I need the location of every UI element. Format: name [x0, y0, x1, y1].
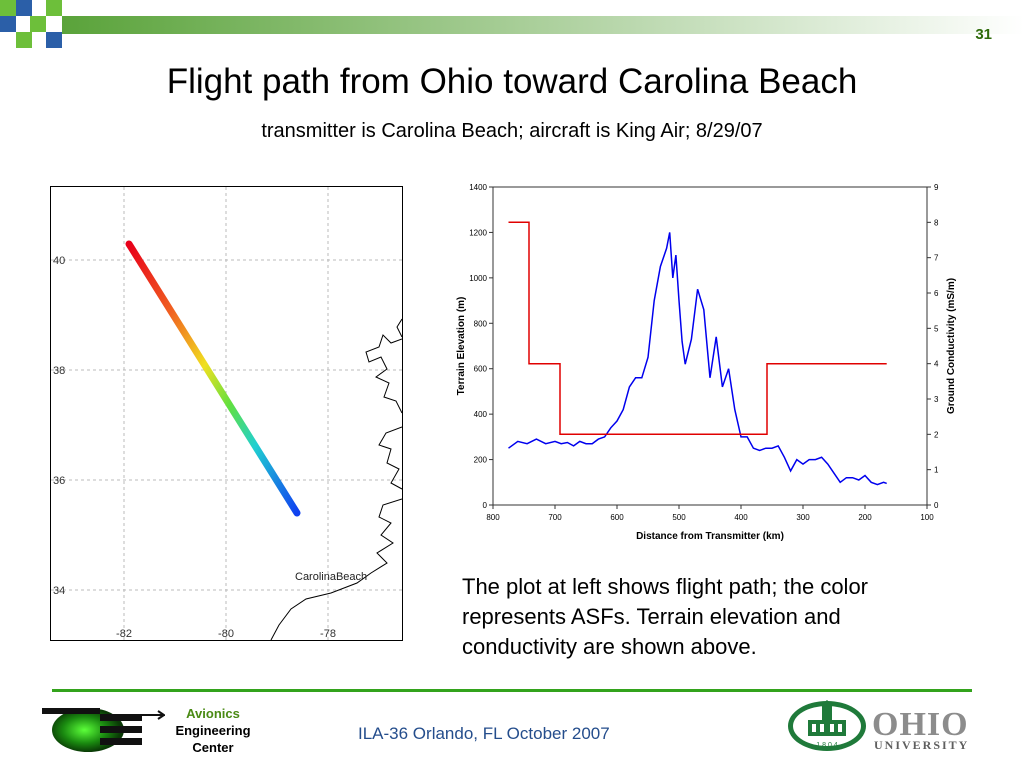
- aec-logo: [42, 708, 165, 752]
- slide-subtitle: transmitter is Carolina Beach; aircraft …: [261, 120, 763, 142]
- elevation-line: [508, 232, 887, 486]
- page-number: 31: [975, 26, 992, 43]
- flight-path-line: [125, 240, 301, 517]
- chart-canvas: 800 700 600 500 400 300 200 1000200400600800100…: [456, 183, 957, 542]
- map-lat-tick: 40: [53, 255, 65, 267]
- y2-tick-label: 6: [934, 289, 939, 298]
- y-tick-label: 1200: [469, 228, 487, 237]
- x-tick-label: 700: [548, 513, 562, 522]
- aec-line: Avionics: [186, 706, 240, 721]
- aec-line: Engineering: [175, 723, 251, 738]
- map-lon-tick: -78: [320, 628, 336, 640]
- y2-tick-label: 5: [934, 324, 939, 333]
- x-tick-label: 400: [734, 513, 748, 522]
- y2-tick-label: 7: [934, 254, 939, 263]
- y2-tick-label: 9: [934, 183, 939, 192]
- y-tick-label: 0: [483, 501, 488, 510]
- ohio-wordmark: OHIO: [872, 706, 969, 743]
- footer-divider: [52, 689, 972, 692]
- y-tick-label: 200: [474, 456, 488, 465]
- map-canvas: CarolinaBeach 40 38 36 34 -82 -80 -78: [51, 187, 402, 640]
- x-tick-label: 600: [610, 513, 624, 522]
- y-tick-label: 400: [474, 410, 488, 419]
- y2-tick-label: 2: [934, 430, 939, 439]
- seal-year: 1 8 0 4: [816, 742, 838, 749]
- y2-tick-label: 4: [934, 360, 939, 369]
- aec-name: Avionics Engineering Center: [158, 705, 268, 756]
- map-lat-tick: 38: [53, 365, 65, 377]
- y-tick-label: 1000: [469, 274, 487, 283]
- carolina-beach-label: CarolinaBeach: [295, 571, 367, 583]
- y-tick-label: 600: [474, 365, 488, 374]
- slide-title: Flight path from Ohio toward Carolina Be…: [166, 62, 858, 101]
- coastline: [270, 318, 402, 640]
- header-decoration: [0, 0, 1024, 50]
- elevation-conductivity-chart: 800 700 600 500 400 300 200 100 0 200 400 600 800 100…: [440, 180, 980, 550]
- plot-frame: [492, 186, 928, 506]
- map-lat-tick: 36: [53, 475, 65, 487]
- x-tick-label: 500: [672, 513, 686, 522]
- map-grid: [51, 187, 402, 640]
- x-tick-label: 100: [920, 513, 934, 522]
- ohio-seal-icon: 1 8 0 4: [788, 700, 866, 751]
- y2-axis-label: Ground Conductivity (mS/m): [946, 278, 957, 414]
- conductivity-line: [508, 221, 887, 436]
- y2-tick-label: 3: [934, 395, 939, 404]
- y2-tick-label: 0: [934, 501, 939, 510]
- ohio-subtitle: UNIVERSITY: [874, 738, 970, 752]
- x-tick-label: 300: [796, 513, 810, 522]
- map-lat-tick: 34: [53, 585, 65, 597]
- y-axis-label: Terrain Elevation (m): [456, 297, 467, 396]
- x-tick-label: 200: [858, 513, 872, 522]
- x-axis-label: Distance from Transmitter (km): [636, 531, 784, 542]
- description-text: The plot at left shows flight path; the …: [462, 574, 869, 659]
- map-lon-tick: -80: [218, 628, 234, 640]
- y-tick-label: 800: [474, 319, 488, 328]
- y-tick-label: 1400: [469, 183, 487, 192]
- footer-event: ILA-36 Orlando, FL October 2007: [358, 724, 610, 743]
- header-gradient-squares: [0, 0, 1024, 48]
- x-tick-label: 800: [486, 513, 500, 522]
- flight-path-map: CarolinaBeach 40 38 36 34 -82 -80 -78: [50, 186, 403, 641]
- aec-line: Center: [192, 740, 234, 755]
- y2-tick-label: 8: [934, 218, 939, 227]
- y2-tick-label: 1: [934, 466, 939, 475]
- map-lon-tick: -82: [116, 628, 132, 640]
